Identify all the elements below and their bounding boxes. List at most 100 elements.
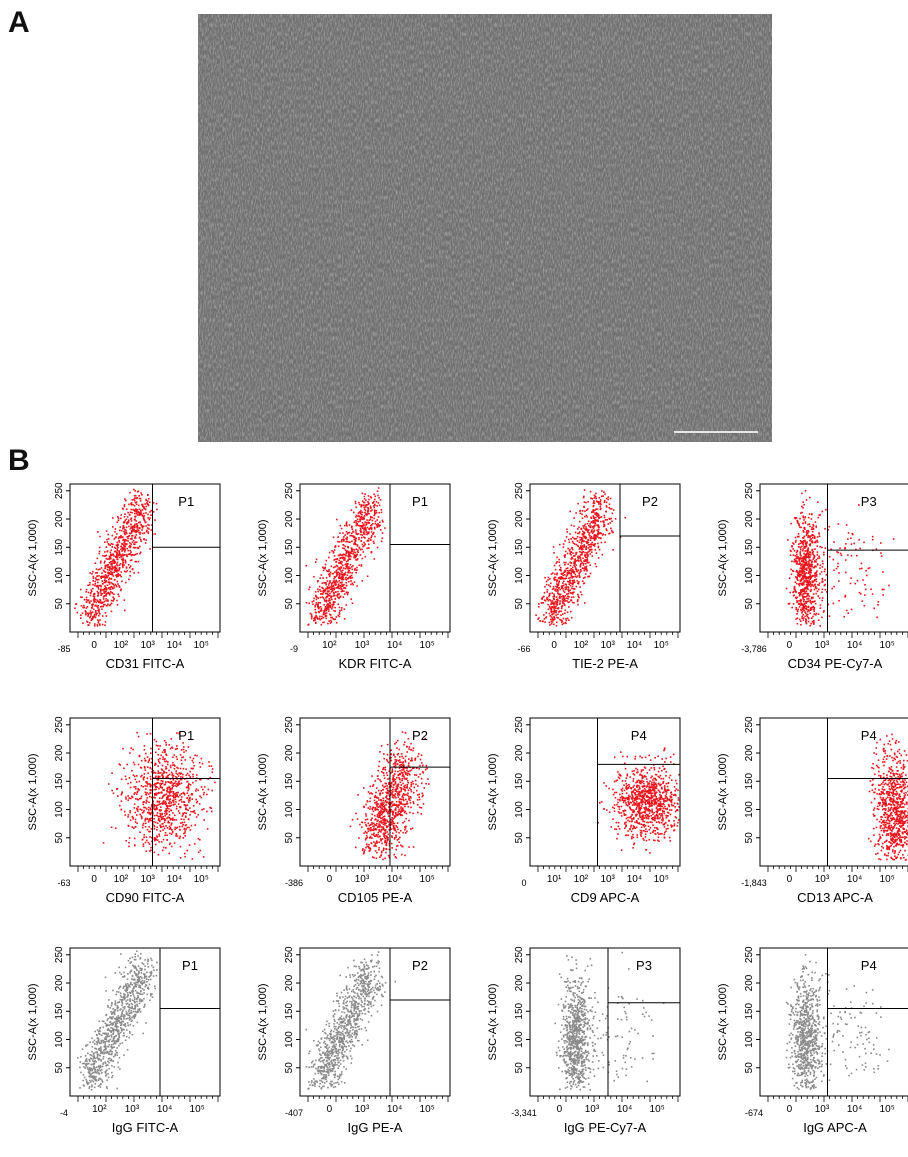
x-axis-label: KDR FITC-A [339, 656, 412, 671]
y-tick-label: 100 [284, 801, 295, 818]
x-axis-label: CD9 APC-A [571, 890, 640, 905]
event-dots [597, 747, 679, 853]
x-tick-label: 0 [551, 640, 557, 651]
x-tick-label: 10³ [355, 874, 370, 885]
x-tick-label: 10² [92, 1104, 107, 1115]
y-tick-label: 150 [744, 772, 755, 789]
x-tick-label: 10³ [140, 640, 155, 651]
x-axis-label: IgG PE-A [348, 1120, 403, 1135]
x-tick-label: 10¹ [547, 874, 562, 885]
y-tick-label: 50 [514, 1062, 525, 1074]
y-tick-label: 200 [54, 510, 65, 527]
y-tick-label: 150 [514, 1002, 525, 1019]
y-tick-label: 250 [744, 482, 755, 499]
y-tick-label: 50 [54, 832, 65, 844]
event-dots [868, 734, 908, 861]
plot-frame [760, 948, 908, 1096]
x-tick-label: 0 [327, 874, 333, 885]
gate-label: P1 [178, 494, 194, 509]
x-tick-label: 10⁴ [387, 874, 402, 885]
x-tick-label: 10³ [600, 640, 615, 651]
y-tick-label: 200 [514, 744, 525, 761]
x-min-label: -386 [285, 878, 303, 888]
x-axis-label: IgG APC-A [803, 1120, 867, 1135]
x-min-label: -63 [57, 878, 70, 888]
x-tick-label: 10³ [600, 874, 615, 885]
x-tick-label: 0 [557, 1104, 563, 1115]
gate-label: P4 [861, 728, 877, 743]
x-tick-label: 10⁵ [194, 640, 209, 651]
y-tick-label: 50 [514, 832, 525, 844]
x-tick-label: 10⁵ [650, 1104, 665, 1115]
y-tick-label: 150 [54, 772, 65, 789]
event-dots [77, 950, 158, 1090]
y-axis-label: SSC-A(x 1,000) [257, 983, 269, 1060]
y-tick-label: 200 [514, 974, 525, 991]
x-tick-label: 10⁴ [847, 874, 862, 885]
y-tick-label: 250 [54, 716, 65, 733]
x-tick-label: 10³ [355, 1104, 370, 1115]
x-tick-label: 10³ [815, 640, 830, 651]
x-tick-label: 0 [787, 1104, 793, 1115]
y-tick-label: 250 [744, 946, 755, 963]
x-tick-label: 10⁴ [167, 640, 182, 651]
x-tick-label: 10⁵ [880, 640, 895, 651]
y-tick-label: 100 [744, 801, 755, 818]
y-tick-label: 250 [284, 946, 295, 963]
y-tick-label: 250 [284, 482, 295, 499]
y-tick-label: 150 [54, 538, 65, 555]
x-min-label: -407 [285, 1108, 303, 1118]
y-tick-label: 50 [284, 1062, 295, 1074]
plot-frame [760, 718, 908, 866]
gate-label: P1 [178, 728, 194, 743]
y-tick-label: 50 [284, 832, 295, 844]
y-tick-label: 100 [744, 1031, 755, 1048]
y-tick-label: 200 [744, 974, 755, 991]
x-min-label: -1,843 [741, 878, 767, 888]
y-tick-label: 100 [514, 567, 525, 584]
gate-label: P2 [642, 494, 658, 509]
x-min-label: -66 [517, 644, 530, 654]
y-tick-label: 200 [284, 510, 295, 527]
y-tick-label: 250 [514, 482, 525, 499]
y-tick-label: 150 [284, 538, 295, 555]
gate-label: P1 [412, 494, 428, 509]
x-tick-label: 0 [787, 640, 793, 651]
x-tick-label: 0 [787, 874, 793, 885]
x-tick-label: 10³ [355, 640, 370, 651]
x-tick-label: 0 [91, 640, 97, 651]
y-tick-label: 150 [54, 1002, 65, 1019]
cell-micrograph [198, 14, 772, 442]
x-tick-label: 10³ [585, 1104, 600, 1115]
y-tick-label: 250 [54, 482, 65, 499]
gate-label: P1 [182, 958, 198, 973]
gate-label: P3 [861, 494, 877, 509]
y-tick-label: 50 [284, 598, 295, 610]
micrograph-image [198, 14, 772, 442]
x-tick-label: 10⁵ [420, 640, 435, 651]
y-axis-label: SSC-A(x 1,000) [487, 519, 499, 596]
x-tick-label: 10⁵ [654, 874, 669, 885]
x-min-label: -9 [290, 644, 298, 654]
y-tick-label: 50 [744, 832, 755, 844]
x-tick-label: 10² [574, 874, 589, 885]
x-tick-label: 10⁵ [420, 874, 435, 885]
x-min-label: -85 [57, 644, 70, 654]
event-dots [305, 951, 396, 1089]
